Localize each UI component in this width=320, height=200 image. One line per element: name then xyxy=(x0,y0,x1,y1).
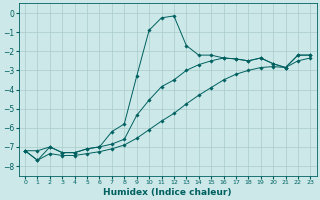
X-axis label: Humidex (Indice chaleur): Humidex (Indice chaleur) xyxy=(103,188,232,197)
